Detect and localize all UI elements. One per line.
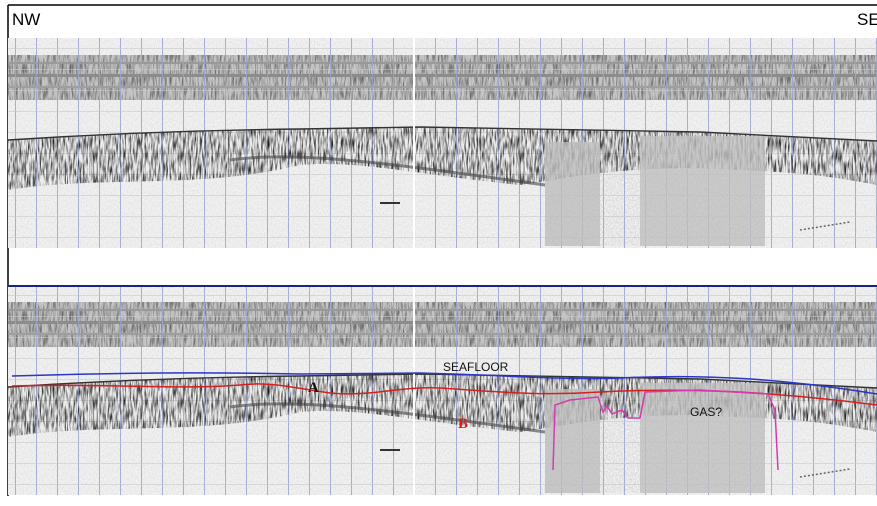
seismic-panel-raw: [8, 38, 877, 248]
horizon-b-label: B: [458, 416, 468, 432]
direction-right: SE: [857, 10, 877, 29]
gas-label: GAS?: [690, 405, 722, 419]
horizon-a-label: A: [308, 380, 319, 396]
seismic-panel-interpreted: [8, 285, 877, 495]
page: {"header": {"left": "NW", "right": "SE"}…: [0, 0, 877, 506]
seismic-figure: NW SE SEAFLOOR A B GAS?: [0, 0, 877, 506]
seafloor-label: SEAFLOOR: [443, 360, 509, 374]
direction-left: NW: [12, 10, 40, 29]
